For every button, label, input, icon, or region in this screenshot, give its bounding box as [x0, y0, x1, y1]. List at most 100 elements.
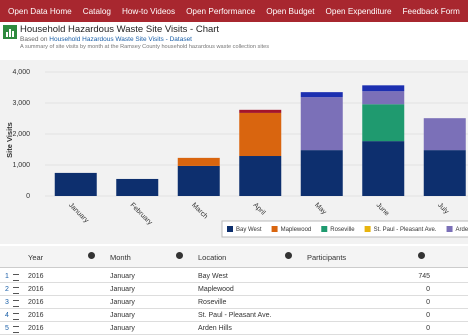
y-tick-label: 4,000 — [12, 69, 30, 76]
legend-swatch — [321, 226, 328, 232]
table-row: 4 2016 January St. Paul - Pleasant Ave. 0 — [0, 309, 468, 322]
bar-segment — [300, 97, 343, 151]
cell: Bay West — [198, 273, 228, 280]
table: Year Month Location Participants 1 2016 Januar… — [0, 246, 468, 336]
cell: 2016 — [28, 299, 44, 306]
dataset-link[interactable]: Household Hazardous Waste Site Visits - … — [49, 36, 192, 43]
nav-link[interactable]: Open Performance — [186, 6, 256, 16]
row-menu-icon[interactable] — [13, 287, 19, 294]
cell[interactable]: 3 — [5, 299, 9, 306]
cell: 0 — [426, 286, 430, 293]
bar-segment — [116, 178, 159, 196]
cell: 0 — [426, 325, 430, 332]
column-header[interactable]: Month — [110, 253, 131, 262]
cell: January — [110, 273, 135, 280]
cell: January — [110, 299, 135, 306]
cell: 0 — [426, 299, 430, 306]
column-header[interactable]: Location — [198, 253, 227, 262]
table-row: 1 2016 January Bay West 745 — [0, 270, 468, 283]
cell: Arden Hills — [198, 325, 232, 332]
legend-swatch — [227, 226, 233, 232]
legend-box — [221, 220, 468, 238]
cell: 2016 — [28, 273, 44, 280]
y-tick-label: 1,000 — [12, 162, 30, 169]
nav-link[interactable]: Open Budget — [266, 6, 315, 16]
bar-segment — [362, 91, 405, 105]
y-tick-label: 2,000 — [12, 131, 30, 138]
page-title: Household Hazardous Waste Site Visits - … — [20, 24, 220, 35]
bar-segment — [239, 109, 282, 113]
nav-link[interactable]: Feedback Form — [402, 6, 460, 16]
column-header[interactable]: Participants — [307, 253, 347, 262]
bar-segment — [239, 112, 282, 157]
bar-segment — [362, 141, 405, 196]
nav-link[interactable]: Open Expenditure — [325, 6, 392, 16]
y-tick-label: 3,000 — [12, 100, 30, 107]
legend-label: Bay West — [236, 227, 262, 233]
description: A summary of site visits by month at the… — [20, 44, 270, 50]
cell: 2016 — [28, 325, 44, 332]
cell[interactable]: 4 — [5, 312, 9, 319]
cell: Roseville — [198, 299, 227, 306]
y-axis-label: Site Visits — [5, 122, 14, 158]
cell[interactable]: 1 — [5, 273, 9, 280]
legend-swatch — [271, 226, 278, 232]
nav-link[interactable]: Catalog — [82, 6, 111, 16]
legend-label: St. Paul - Pleasant Ave. — [374, 227, 437, 233]
bar-segment — [239, 156, 282, 196]
bar-segment — [54, 172, 97, 196]
bar-segment — [362, 104, 405, 142]
column-header[interactable]: Year — [28, 253, 44, 262]
table-row: 3 2016 January Roseville 0 — [0, 296, 468, 309]
cell: January — [110, 312, 135, 319]
bar-segment — [423, 150, 466, 196]
x-tick-label: June — [375, 202, 391, 218]
based-on-text: Based on — [20, 36, 48, 43]
row-menu-icon[interactable] — [13, 300, 19, 307]
cell: 745 — [418, 273, 430, 280]
cell[interactable]: 5 — [5, 325, 9, 332]
row-menu-icon[interactable] — [13, 313, 19, 320]
table-row: 2 2016 January Maplewood 0 — [0, 283, 468, 296]
row-menu-icon[interactable] — [13, 326, 19, 333]
x-tick-label: January — [67, 202, 90, 225]
nav-link[interactable]: Open Data Home — [8, 6, 72, 16]
legend-swatch — [364, 226, 371, 232]
bar-segment — [300, 92, 343, 98]
x-tick-label: July — [436, 202, 450, 216]
legend-label: Arden Hills — [456, 227, 468, 233]
cell: January — [110, 286, 135, 293]
cell: January — [110, 325, 135, 332]
cell: 0 — [426, 312, 430, 319]
header: Household Hazardous Waste Site Visits - … — [0, 22, 468, 60]
cell: 2016 — [28, 312, 44, 319]
table-header: Year Month Location Participants — [0, 246, 468, 268]
based-on: Based on Household Hazardous Waste Site … — [20, 36, 192, 43]
cell[interactable]: 2 — [5, 286, 9, 293]
x-tick-label: February — [129, 202, 154, 227]
table-row: 5 2016 January Arden Hills 0 — [0, 322, 468, 335]
bar-segment — [423, 118, 466, 151]
chart-icon — [3, 25, 17, 39]
chart: Site Visits 0 1,000 2,000 3,000 4,000 January… — [0, 60, 468, 244]
bar-segment — [362, 85, 405, 92]
x-tick-label: March — [190, 202, 209, 221]
legend-swatch — [446, 226, 453, 232]
cell: 2016 — [28, 286, 44, 293]
cell: St. Paul - Pleasant Ave. — [198, 312, 272, 319]
legend-label: Maplewood — [281, 227, 312, 233]
nav-bar: Open Data Home Catalog How-to Videos Open P… — [0, 0, 468, 22]
column-menu-icon[interactable] — [88, 252, 95, 259]
y-tick-label: 0 — [26, 193, 30, 200]
column-menu-icon[interactable] — [418, 252, 425, 259]
cell: Maplewood — [198, 286, 234, 293]
nav-link[interactable]: How-to Videos — [121, 6, 176, 16]
column-menu-icon[interactable] — [285, 252, 292, 259]
bar-segment — [177, 157, 220, 166]
row-menu-icon[interactable] — [13, 274, 19, 281]
x-tick-label: May — [313, 202, 328, 217]
legend-label: Roseville — [330, 227, 355, 233]
x-tick-label: April — [252, 202, 267, 217]
column-menu-icon[interactable] — [176, 252, 183, 259]
